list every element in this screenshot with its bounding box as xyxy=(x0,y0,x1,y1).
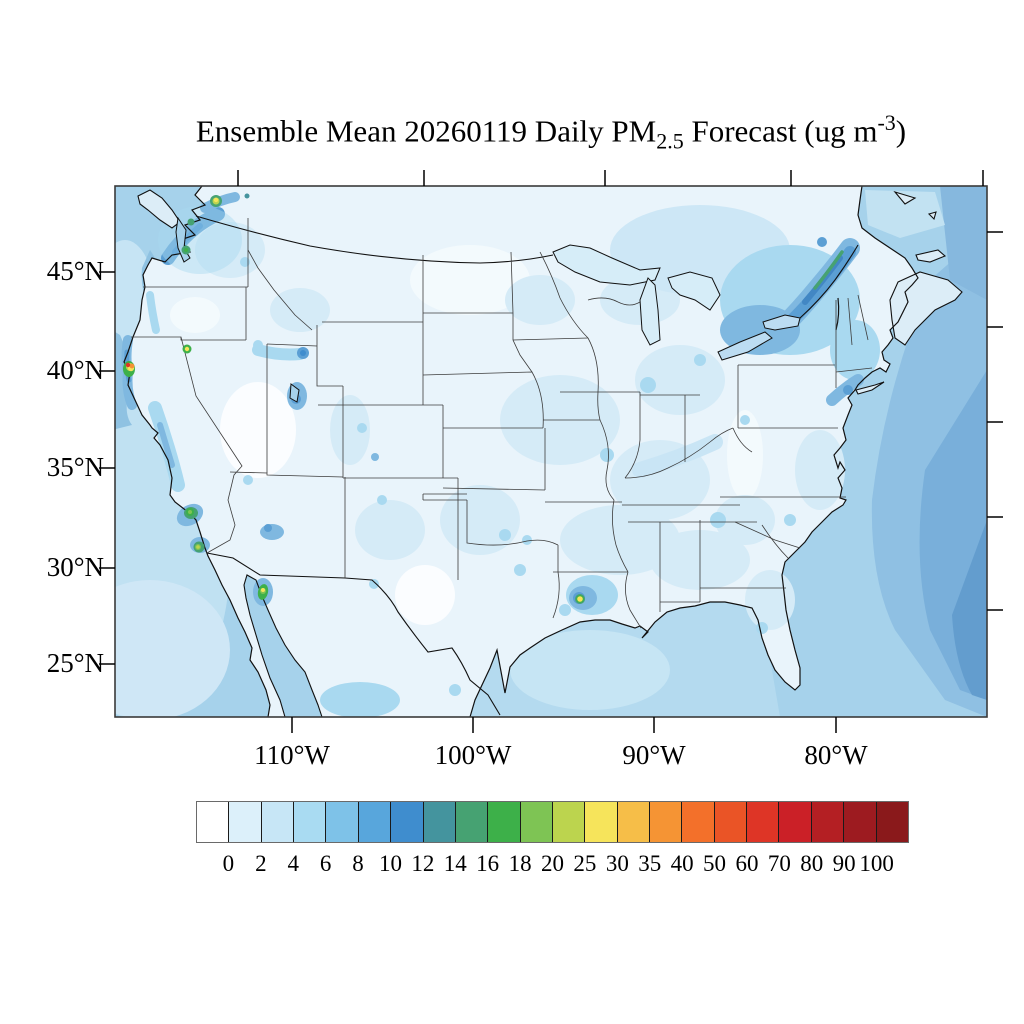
colorbar-tick-label: 25 xyxy=(573,851,597,876)
colorbar-tick-label: 16 xyxy=(476,851,500,876)
colorbar-tick-label: 20 xyxy=(541,851,564,876)
us-mexico-border xyxy=(206,552,501,716)
lon-label-110w: 110°W xyxy=(254,740,330,770)
islands xyxy=(137,189,963,395)
colorbar-labels: 0 2 4 6 8 10 12 14 16 18 20 25 30 35 40 50 60 70 80 90 100 xyxy=(196,851,909,877)
colorbar-tick-label: 40 xyxy=(670,851,694,876)
colorbar-tick-label: 0 xyxy=(222,851,235,876)
colorbar-cell xyxy=(358,802,392,842)
colorbar-tick-label: 60 xyxy=(735,851,759,876)
colorbar-cell xyxy=(552,802,586,842)
pm25-hotspots xyxy=(123,193,585,604)
colorbar-tick-label: 90 xyxy=(832,851,856,876)
colorbar-cell xyxy=(488,802,521,842)
colorbar-cell xyxy=(682,802,715,842)
state-borders xyxy=(131,218,873,629)
colorbar-cell xyxy=(294,802,327,842)
axis-ticks xyxy=(99,170,1003,733)
colorbar-tick-label: 14 xyxy=(443,851,467,876)
colorbar xyxy=(196,801,909,843)
colorbar-cell xyxy=(844,802,877,842)
colorbar-cell xyxy=(811,802,845,842)
chart-title: Ensemble Mean 20260119 Daily PM2.5 Forec… xyxy=(195,110,907,154)
colorbar-cell xyxy=(650,802,683,842)
lat-label-40n: 40°N xyxy=(46,355,104,385)
gulf-atlantic-coastline xyxy=(469,186,919,717)
lon-label-80w: 80°W xyxy=(804,740,868,770)
colorbar-tick-label: 35 xyxy=(638,851,662,876)
colorbar-tick-label: 70 xyxy=(767,851,791,876)
map-frame xyxy=(114,185,988,718)
colorbar-tick-label: 2 xyxy=(255,851,267,876)
colorbar-cell xyxy=(747,802,780,842)
lat-label-30n: 30°N xyxy=(46,552,104,582)
colorbar-cell xyxy=(876,802,908,842)
colorbar-cell xyxy=(714,802,748,842)
lat-label-35n: 35°N xyxy=(46,452,104,482)
title-subscript: 2.5 xyxy=(656,128,684,154)
colorbar-tick-label: 18 xyxy=(508,851,532,876)
lon-label-100w: 100°W xyxy=(434,740,512,770)
colorbar-tick-label: 12 xyxy=(411,851,435,876)
title-superscript: -3 xyxy=(877,110,896,135)
lat-label-25n: 25°N xyxy=(46,648,104,678)
colorbar-tick-label: 30 xyxy=(605,851,629,876)
colorbar-cell xyxy=(617,802,651,842)
colorbar-tick-label: 4 xyxy=(287,851,299,876)
colorbar-tick-label: 50 xyxy=(703,851,727,876)
colorbar-cell xyxy=(197,802,230,842)
colorbar-tick-label: 10 xyxy=(378,851,402,876)
lat-label-45n: 45°N xyxy=(46,256,104,286)
colorbar-cell xyxy=(261,802,295,842)
colorbar-tick-label: 100 xyxy=(859,851,894,876)
colorbar-tick-label: 6 xyxy=(319,851,332,876)
colorbar-tick-label: 8 xyxy=(352,851,364,876)
colorbar-cell xyxy=(391,802,424,842)
colorbar-cell xyxy=(455,802,489,842)
colorbar-cell xyxy=(423,802,456,842)
colorbar-cell xyxy=(520,802,553,842)
colorbar-cell xyxy=(585,802,618,842)
colorbar-cell xyxy=(326,802,359,842)
colorbar-cell xyxy=(229,802,262,842)
colorbar-tick-label: 80 xyxy=(800,851,824,876)
us-canada-border xyxy=(195,215,554,264)
lon-label-90w: 90°W xyxy=(622,740,686,770)
colorbar-cell xyxy=(779,802,812,842)
great-lakes xyxy=(289,244,801,403)
